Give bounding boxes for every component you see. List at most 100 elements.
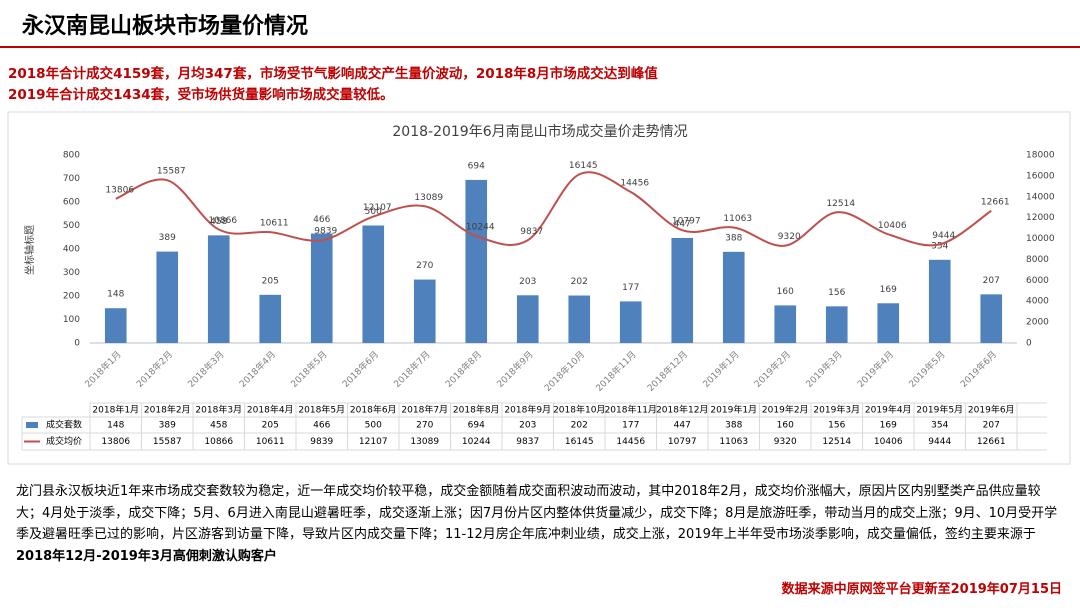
table-cell: 9839	[310, 437, 333, 447]
legend-swatch	[26, 422, 38, 428]
data-label: 169	[880, 285, 897, 295]
bar	[156, 251, 179, 343]
table-cell: 10406	[874, 437, 903, 447]
table-cell: 9444	[928, 437, 951, 447]
table-cell: 10866	[204, 437, 233, 447]
data-label: 12661	[981, 197, 1010, 207]
table-header: 2018年2月	[144, 404, 191, 416]
y2-tick-label: 12000	[1026, 213, 1055, 223]
data-label: 205	[262, 276, 279, 286]
bar	[207, 235, 230, 343]
data-label: 14456	[620, 179, 649, 189]
table-header: 2019年2月	[762, 404, 809, 416]
table-header: 2019年3月	[813, 404, 860, 416]
data-label: 12107	[363, 203, 392, 213]
y-tick-label: 300	[63, 268, 80, 278]
data-label: 270	[416, 261, 433, 271]
y-tick-label: 800	[63, 151, 80, 161]
description-bold: 2018年12月-2019年3月高佣刺激认购客户	[16, 548, 277, 564]
bar	[413, 279, 436, 343]
data-label: 11063	[723, 214, 752, 224]
description-text: 龙门县永汉板块近1年来市场成交套数较为稳定，近一年成交均价较平稳，成交金额随着成…	[16, 484, 1058, 542]
y-tick-label: 400	[63, 245, 80, 255]
y2-tick-label: 0	[1026, 339, 1032, 349]
table-cell: 447	[674, 421, 691, 431]
table-header: 2019年5月	[916, 404, 963, 416]
source: 数据来源中原网签平台更新至2019年07月15日	[781, 582, 1062, 597]
data-label: 458	[210, 217, 227, 227]
table-cell: 500	[365, 421, 382, 431]
data-label: 10406	[878, 221, 907, 231]
data-label: 10611	[260, 219, 289, 229]
description: 龙门县永汉板块近1年来市场成交套数较为稳定，近一年成交均价较平稳，成交金额随着成…	[16, 481, 1066, 567]
y2-tick-label: 6000	[1026, 276, 1049, 286]
y-tick-label: 600	[63, 198, 80, 208]
data-label: 9444	[932, 231, 955, 241]
table-cell: 389	[159, 421, 176, 431]
table-cell: 10797	[668, 437, 697, 447]
data-label: 500	[365, 207, 382, 217]
slide-title: 永汉南昆山板块市场量价情况	[22, 14, 309, 39]
data-label: 16145	[569, 161, 598, 171]
highlight: 2018年合计成交4159套，月均347套，市场受节气影响成交产生量价波动，20…	[8, 66, 658, 82]
bar	[980, 294, 1003, 343]
y2-tick-label: 16000	[1026, 171, 1055, 181]
data-label: 160	[777, 287, 794, 297]
table-cell: 148	[107, 421, 124, 431]
data-label: 9320	[778, 232, 801, 242]
table-header: 2018年11月	[605, 404, 657, 416]
data-label: 466	[313, 215, 330, 225]
table-header: 2018年3月	[195, 404, 242, 416]
table-header: 2018年7月	[401, 404, 448, 416]
y-tick-label: 500	[63, 221, 80, 231]
bar	[310, 233, 333, 343]
data-label: 9837	[520, 227, 543, 237]
data-label: 389	[159, 233, 176, 243]
bar	[671, 237, 694, 343]
y2-tick-label: 4000	[1026, 297, 1049, 307]
bar	[465, 179, 488, 343]
table-cell: 12661	[977, 437, 1006, 447]
table-cell: 12107	[359, 437, 388, 447]
data-label: 10797	[672, 217, 701, 227]
y2-tick-label: 18000	[1026, 151, 1055, 161]
table-cell: 9320	[774, 437, 797, 447]
bar	[362, 225, 385, 343]
y2-tick-label: 14000	[1026, 192, 1055, 202]
table-cell: 11063	[719, 437, 748, 447]
data-label: 207	[983, 276, 1000, 286]
bar	[516, 295, 539, 343]
data-label: 148	[107, 290, 124, 300]
title-rule	[0, 46, 1080, 48]
bar	[568, 295, 591, 343]
data-label: 13089	[414, 193, 443, 203]
table-header: 2018年10月	[553, 404, 605, 416]
legend-label: 成交均价	[46, 435, 82, 447]
table-cell: 13806	[101, 437, 130, 447]
y2-tick-label: 2000	[1026, 318, 1049, 328]
table-cell: 203	[519, 421, 536, 431]
chart-frame	[7, 111, 1071, 465]
legend-label: 成交套数	[46, 419, 82, 431]
table-header: 2018年6月	[350, 404, 397, 416]
table-cell: 16145	[565, 437, 594, 447]
data-label: 177	[622, 283, 639, 293]
table-cell: 270	[416, 421, 433, 431]
table-cell: 388	[725, 421, 742, 431]
data-label: 388	[725, 233, 742, 243]
table-header: 2018年8月	[453, 404, 500, 416]
bar	[722, 251, 745, 343]
table-cell: 169	[880, 421, 897, 431]
table-header: 2019年4月	[865, 404, 912, 416]
data-label: 202	[571, 277, 588, 287]
y-tick-label: 100	[63, 315, 80, 325]
data-label: 156	[828, 288, 845, 298]
table-cell: 202	[571, 421, 588, 431]
data-label: 13806	[105, 185, 134, 195]
bar	[774, 305, 797, 343]
data-label: 10866	[208, 216, 237, 226]
data-label: 447	[674, 219, 691, 229]
bar	[928, 259, 951, 343]
data-label: 15587	[157, 167, 186, 177]
